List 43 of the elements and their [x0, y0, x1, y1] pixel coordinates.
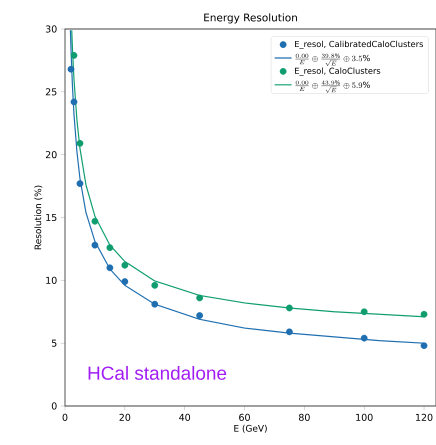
y-tick-label: 10: [46, 276, 57, 284]
chart-title: Energy Resolution: [204, 13, 297, 24]
point: [106, 244, 114, 252]
point: [76, 140, 84, 147]
x-tick-label: 100: [356, 414, 373, 421]
point: [151, 300, 158, 308]
legend-label: E_resol, CalibratedCaloClusters: [295, 40, 423, 49]
point: [68, 66, 74, 73]
x-tick-label: 120: [416, 414, 432, 421]
point: [196, 294, 204, 302]
point: [420, 342, 428, 350]
x-tick-label: 80: [298, 414, 310, 421]
y-tick-label: 20: [46, 151, 57, 158]
x-tick-label: 20: [120, 414, 130, 421]
point: [286, 304, 293, 312]
point: [76, 180, 84, 187]
point: [420, 310, 428, 318]
legend-label: E_resol, CaloClusters: [295, 68, 380, 76]
x-tick-label: 0: [62, 414, 68, 421]
point: [196, 312, 204, 319]
annotation: HCal standalone: [88, 366, 226, 380]
x-tick-label: 60: [239, 414, 250, 421]
y-tick-label: 25: [46, 88, 56, 96]
point: [121, 278, 128, 285]
y-tick-label: 0: [52, 402, 57, 410]
point: [360, 308, 368, 316]
point: [121, 262, 128, 269]
y-tick-label: 5: [52, 340, 56, 347]
y-tick-label: 30: [46, 25, 57, 33]
point: [70, 52, 78, 59]
x-tick-label: 40: [179, 414, 190, 421]
point: [360, 334, 368, 342]
point: [106, 264, 114, 272]
point: [151, 282, 158, 289]
point: [92, 218, 98, 225]
point: [70, 98, 78, 106]
y-tick-label: 15: [46, 214, 56, 222]
y-axis-title: Resolution (%): [34, 186, 42, 250]
point: [92, 242, 98, 249]
point: [286, 328, 293, 336]
legend-label: $\frac{0.00}{E} \oplus \frac{43.9\%}{\sqrt{E}} \oplus 5.9\%$: [295, 80, 370, 93]
legend-label: $\frac{0.00}{E} \oplus \frac{39.8\%}{\sqrt{E}} \oplus 3.5\%$: [295, 53, 370, 66]
x-axis-title: E (GeV): [234, 424, 267, 433]
